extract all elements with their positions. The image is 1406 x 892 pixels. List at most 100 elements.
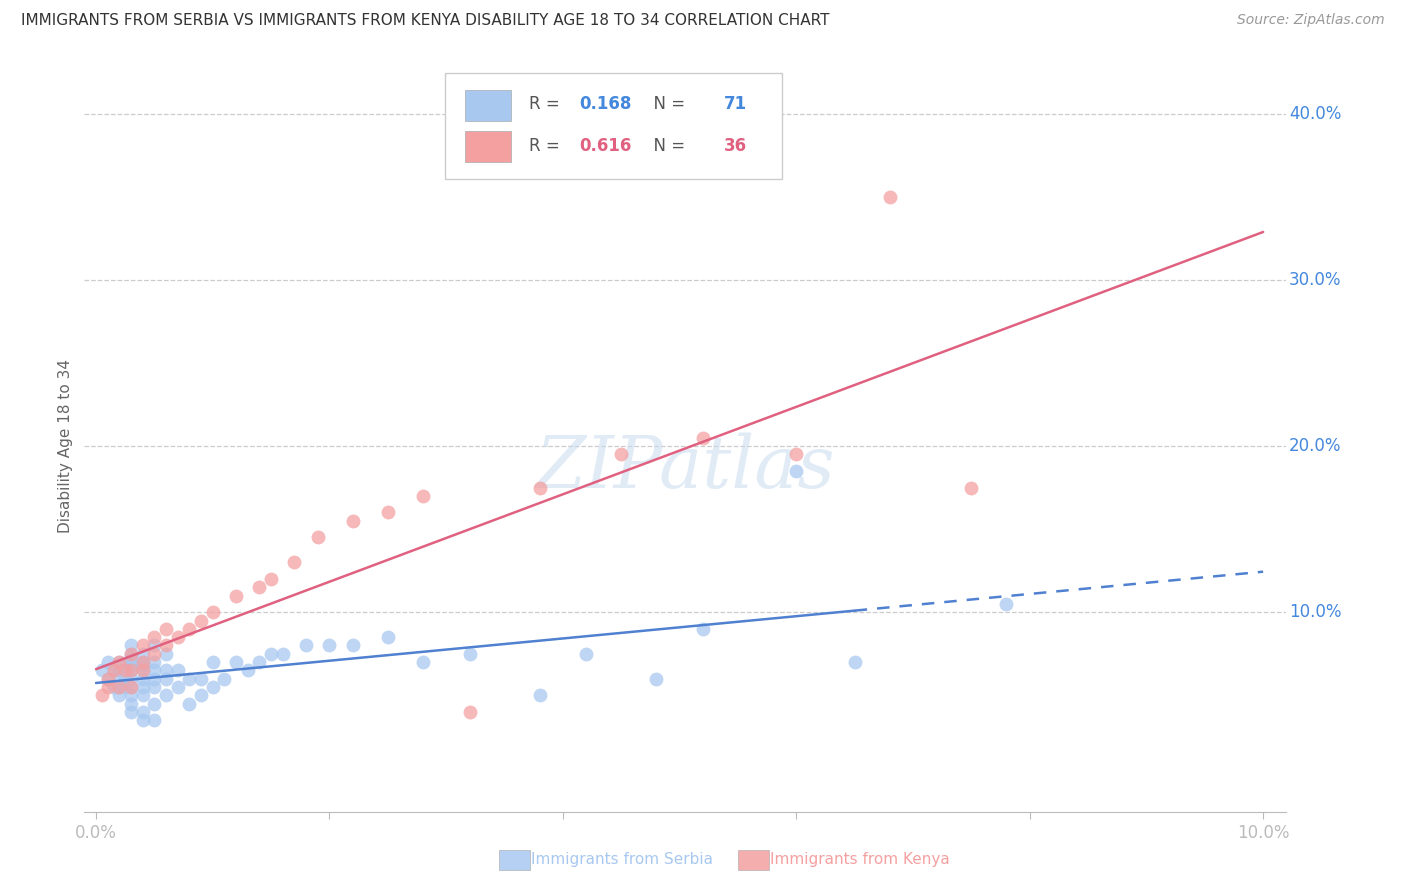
Text: IMMIGRANTS FROM SERBIA VS IMMIGRANTS FROM KENYA DISABILITY AGE 18 TO 34 CORRELAT: IMMIGRANTS FROM SERBIA VS IMMIGRANTS FRO…: [21, 13, 830, 29]
Point: [692, 431, 714, 445]
Text: 0.168: 0.168: [579, 95, 633, 113]
Point: [132, 672, 155, 686]
Point: [120, 647, 142, 661]
Point: [225, 589, 247, 603]
Point: [114, 680, 136, 694]
Point: [90, 689, 112, 703]
Point: [103, 664, 125, 678]
Text: N =: N =: [644, 95, 690, 113]
Point: [132, 658, 155, 673]
Point: [108, 664, 131, 678]
Point: [179, 622, 201, 636]
Point: [132, 655, 155, 669]
Point: [844, 655, 866, 669]
Point: [103, 680, 125, 694]
Point: [108, 655, 131, 669]
Point: [90, 664, 112, 678]
Point: [120, 680, 142, 694]
Point: [155, 622, 177, 636]
Point: [155, 647, 177, 661]
Point: [190, 672, 212, 686]
Point: [412, 489, 434, 503]
Point: [108, 689, 131, 703]
Point: [260, 647, 283, 661]
Point: [879, 189, 901, 203]
Point: [108, 680, 131, 694]
Y-axis label: Disability Age 18 to 34: Disability Age 18 to 34: [58, 359, 73, 533]
Point: [132, 689, 155, 703]
Text: Source: ZipAtlas.com: Source: ZipAtlas.com: [1237, 13, 1385, 28]
Text: 0.616: 0.616: [579, 137, 633, 155]
Point: [575, 647, 598, 661]
Point: [610, 447, 633, 461]
Point: [249, 580, 271, 594]
Point: [318, 639, 340, 653]
Point: [166, 680, 188, 694]
Point: [307, 530, 329, 544]
Point: [785, 447, 807, 461]
Point: [120, 664, 142, 678]
Point: [143, 697, 166, 711]
Point: [114, 672, 136, 686]
Point: [214, 672, 236, 686]
Point: [132, 705, 155, 719]
Point: [120, 680, 142, 694]
Point: [412, 655, 434, 669]
Point: [132, 655, 155, 669]
Point: [143, 672, 166, 686]
Text: 20.0%: 20.0%: [1289, 437, 1341, 455]
Point: [190, 614, 212, 628]
Text: 40.0%: 40.0%: [1289, 104, 1341, 122]
FancyBboxPatch shape: [465, 90, 512, 120]
Point: [108, 680, 131, 694]
Point: [645, 672, 668, 686]
Point: [249, 655, 271, 669]
Point: [179, 697, 201, 711]
Point: [225, 655, 247, 669]
Point: [692, 622, 714, 636]
Point: [155, 689, 177, 703]
Point: [120, 655, 142, 669]
Point: [529, 481, 551, 495]
Point: [342, 639, 364, 653]
Point: [114, 664, 136, 678]
Point: [155, 664, 177, 678]
Text: ZIPatlas: ZIPatlas: [536, 433, 835, 503]
Point: [458, 705, 481, 719]
Point: [103, 664, 125, 678]
Text: 30.0%: 30.0%: [1289, 271, 1341, 289]
Text: N =: N =: [644, 137, 690, 155]
Point: [529, 689, 551, 703]
Point: [132, 639, 155, 653]
Point: [97, 672, 120, 686]
Point: [190, 689, 212, 703]
Point: [201, 680, 224, 694]
Text: 71: 71: [724, 95, 747, 113]
Point: [132, 714, 155, 728]
Point: [377, 506, 399, 520]
FancyBboxPatch shape: [446, 73, 782, 179]
Point: [120, 639, 142, 653]
Point: [120, 647, 142, 661]
Point: [132, 680, 155, 694]
Text: 10.0%: 10.0%: [1289, 603, 1341, 621]
Point: [143, 647, 166, 661]
Point: [179, 672, 201, 686]
Point: [97, 655, 120, 669]
Point: [120, 658, 142, 673]
Point: [155, 672, 177, 686]
Point: [458, 647, 481, 661]
Point: [132, 647, 155, 661]
Point: [143, 664, 166, 678]
Point: [143, 639, 166, 653]
Point: [295, 639, 318, 653]
Point: [108, 672, 131, 686]
Point: [143, 655, 166, 669]
Point: [201, 605, 224, 619]
Point: [120, 697, 142, 711]
Point: [120, 705, 142, 719]
Point: [120, 652, 142, 666]
Point: [97, 672, 120, 686]
Text: R =: R =: [529, 137, 565, 155]
Point: [166, 664, 188, 678]
